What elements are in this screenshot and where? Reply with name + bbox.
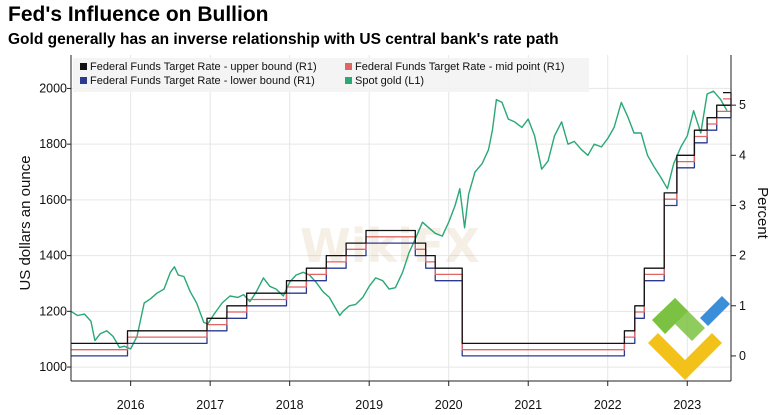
right-axis-label: Percent — [754, 187, 771, 240]
chart-subtitle: Gold generally has an inverse relationsh… — [8, 31, 559, 48]
left-tick-label: 1400 — [39, 249, 67, 263]
right-tick-label: 2 — [739, 249, 746, 263]
bottom-tick-label: 2018 — [276, 398, 304, 412]
bottom-tick-label: 2020 — [435, 398, 463, 412]
legend-label: Federal Funds Target Rate - lower bound … — [90, 75, 315, 87]
legend-swatch — [345, 77, 352, 84]
grid — [71, 55, 731, 381]
series-layer — [70, 90, 732, 357]
right-tick-label: 3 — [739, 198, 746, 212]
series-line-3 — [70, 90, 728, 350]
brand-logo — [648, 296, 730, 380]
watermark: WikiFX — [300, 219, 480, 273]
legend-swatch — [80, 77, 87, 84]
legend-label: Federal Funds Target Rate - mid point (R… — [355, 61, 565, 73]
left-tick-label: 1800 — [39, 137, 67, 151]
right-tick-label: 4 — [739, 148, 746, 162]
logo-blue-shape — [700, 296, 730, 326]
bottom-tick-label: 2021 — [514, 398, 542, 412]
legend-swatch — [80, 63, 87, 70]
bottom-tick-label: 2023 — [673, 398, 701, 412]
logo-green-shape-2 — [662, 298, 705, 341]
bottom-tick-label: 2022 — [594, 398, 622, 412]
legend: Federal Funds Target Rate - upper bound … — [73, 58, 589, 92]
left-axis-label: US dollars an ounce — [17, 155, 34, 290]
left-tick-label: 1600 — [39, 193, 67, 207]
right-tick-label: 1 — [739, 299, 746, 313]
right-tick-label: 0 — [739, 349, 746, 363]
legend-label: Federal Funds Target Rate - upper bound … — [90, 61, 317, 73]
right-tick-label: 5 — [739, 98, 746, 112]
left-tick-label: 1000 — [39, 360, 67, 374]
bottom-tick-label: 2017 — [196, 398, 224, 412]
bottom-tick-label: 2019 — [355, 398, 383, 412]
logo-yellow-shape — [648, 333, 722, 380]
legend-label: Spot gold (L1) — [355, 75, 424, 87]
left-tick-label: 2000 — [39, 81, 67, 95]
bottom-tick-label: 2016 — [117, 398, 145, 412]
chart-title: Fed's Influence on Bullion — [8, 3, 269, 26]
axes: 1000 1200 1400 1600 1800 2000 0 1 2 3 4 5 2016 2017 20… — [17, 55, 771, 412]
watermark-text: WikiFX — [300, 219, 480, 273]
legend-swatch — [345, 63, 352, 70]
series-line-0 — [71, 91, 732, 345]
legend-box — [73, 58, 589, 92]
left-tick-label: 1200 — [39, 304, 67, 318]
